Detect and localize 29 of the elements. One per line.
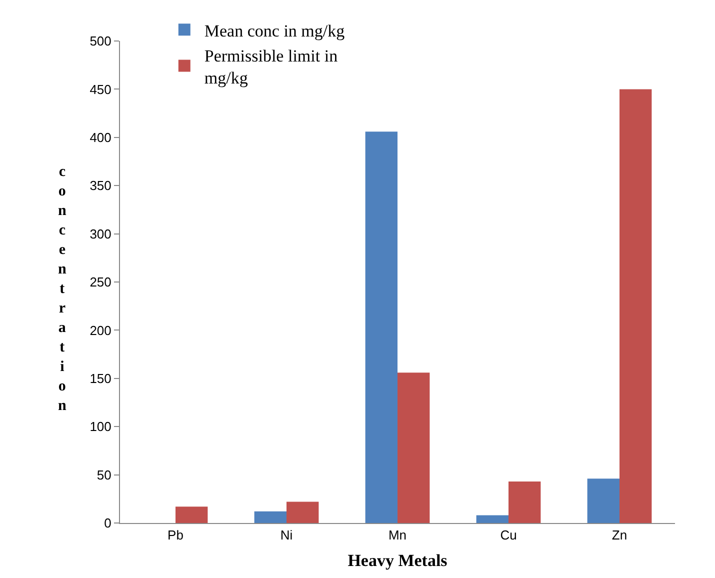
bar (587, 478, 620, 523)
y-tick-label: 350 (90, 178, 112, 194)
x-tick-label: Mn (388, 528, 407, 543)
x-tick-label: Cu (500, 528, 517, 543)
y-tick-label: 250 (90, 274, 112, 290)
bar (620, 89, 652, 523)
bar (176, 506, 208, 523)
bar (286, 502, 319, 523)
y-tick-label: 200 (90, 322, 112, 338)
y-tick-label: 300 (90, 226, 112, 242)
y-tick-label: 0 (104, 516, 112, 531)
y-tick-label: 100 (90, 419, 112, 434)
y-tick-label: 400 (90, 130, 112, 145)
bar (365, 132, 398, 523)
y-tick-label: 500 (90, 34, 112, 49)
x-tick-label: Ni (280, 528, 293, 543)
legend-label: Permissible limit in mg/kg (204, 46, 338, 88)
text: concentration (58, 164, 66, 414)
bar (254, 511, 286, 523)
x-tick-label: Pb (168, 528, 184, 543)
y-tick-label: 450 (90, 82, 112, 97)
bar (476, 515, 508, 523)
x-axis-title: Heavy Metals (348, 551, 448, 570)
y-tick-label: 150 (90, 370, 112, 386)
x-tick-label: Zn (612, 528, 628, 543)
y-tick-label: 50 (96, 467, 112, 482)
bar (508, 482, 541, 523)
bar (398, 372, 430, 523)
legend-label: Mean conc in mg/kg (204, 21, 346, 40)
